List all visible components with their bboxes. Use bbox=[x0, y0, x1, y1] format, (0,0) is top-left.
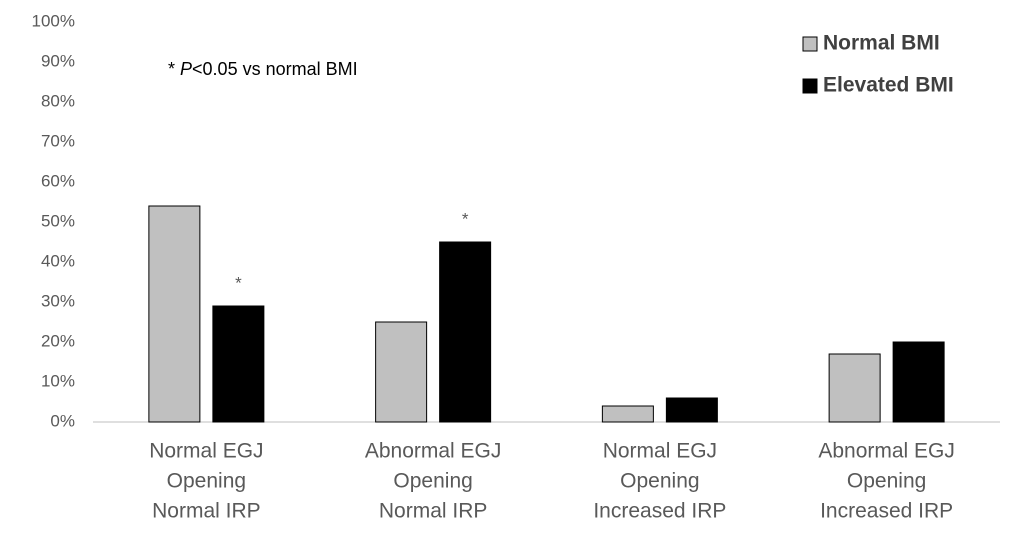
y-tick-label: 60% bbox=[41, 171, 75, 190]
y-tick-label: 30% bbox=[41, 291, 75, 310]
x-tick-label: Normal EGJ bbox=[149, 440, 263, 463]
y-tick-label: 90% bbox=[41, 51, 75, 70]
note-suffix: <0.05 vs normal BMI bbox=[192, 59, 358, 79]
legend-swatch bbox=[802, 36, 818, 52]
y-tick-label: 100% bbox=[32, 11, 75, 30]
x-tick-label: Normal IRP bbox=[152, 500, 261, 523]
x-tick-label: Opening bbox=[393, 470, 472, 493]
legend-label: Elevated BMI bbox=[823, 74, 954, 97]
bar bbox=[439, 241, 492, 423]
legend-label: Normal BMI bbox=[823, 32, 940, 55]
y-tick-label: 10% bbox=[41, 371, 75, 390]
x-tick-label: Abnormal EGJ bbox=[818, 440, 955, 463]
note: * P<0.05 vs normal BMI bbox=[168, 59, 358, 79]
bar bbox=[601, 405, 654, 423]
y-tick-label: 50% bbox=[41, 211, 75, 230]
y-tick-label: 40% bbox=[41, 251, 75, 270]
note-prefix: * bbox=[168, 59, 180, 79]
x-tick-label: Increased IRP bbox=[820, 500, 953, 523]
x-tick-label: Normal IRP bbox=[379, 500, 488, 523]
y-tick-label: 70% bbox=[41, 131, 75, 150]
x-tick-label: Increased IRP bbox=[593, 500, 726, 523]
x-tick-label: Opening bbox=[167, 470, 246, 493]
y-tick-label: 20% bbox=[41, 331, 75, 350]
bar bbox=[828, 353, 881, 423]
x-tick-label: Opening bbox=[620, 470, 699, 493]
bar bbox=[375, 321, 428, 423]
legend-swatch bbox=[802, 78, 818, 94]
x-tick-label: Opening bbox=[847, 470, 926, 493]
bar bbox=[148, 205, 201, 423]
bar bbox=[212, 305, 265, 423]
bar bbox=[892, 341, 945, 423]
value-label: * bbox=[235, 273, 242, 292]
y-tick-label: 80% bbox=[41, 91, 75, 110]
y-tick-label: 0% bbox=[50, 411, 75, 430]
x-tick-label: Normal EGJ bbox=[603, 440, 717, 463]
x-tick-label: Abnormal EGJ bbox=[365, 440, 502, 463]
value-label: * bbox=[462, 209, 469, 228]
note-italic: P bbox=[180, 59, 192, 79]
bar bbox=[665, 397, 718, 423]
